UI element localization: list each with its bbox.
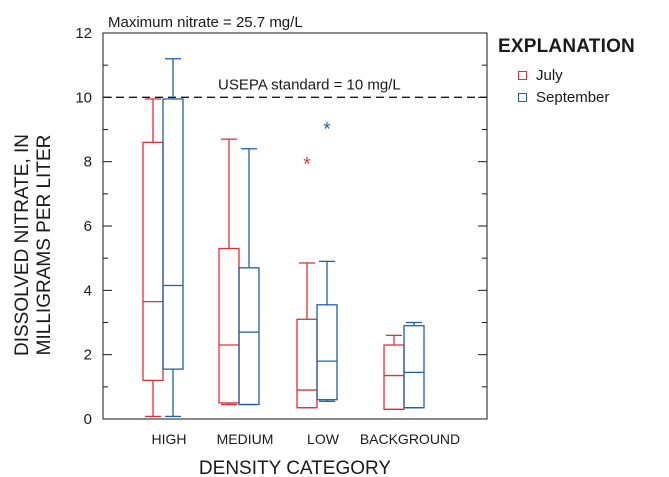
- box-july-medium: [218, 138, 240, 406]
- box-september-high: [162, 58, 184, 418]
- x-axis-title: DENSITY CATEGORY: [199, 458, 391, 477]
- box-july-low: [296, 262, 318, 409]
- y-tick-label: 10: [75, 89, 92, 106]
- box-iqr: [142, 141, 164, 382]
- y-tick-label: 2: [84, 347, 92, 364]
- box-iqr: [162, 98, 184, 370]
- y-tick-label: 4: [84, 282, 92, 299]
- box-iqr: [403, 325, 425, 409]
- box-iqr: [218, 247, 240, 404]
- y-axis-ticks: 0 2 4 6 8 10 12: [75, 25, 487, 428]
- x-axis-tick-labels: HIGH MEDIUM LOW BACKGROUND: [152, 431, 461, 447]
- box-iqr: [296, 318, 318, 409]
- top-note: Maximum nitrate = 25.7 mg/L: [108, 14, 303, 31]
- reference-line-label: USEPA standard = 10 mg/L: [218, 76, 401, 93]
- reference-line-group: USEPA standard = 10 mg/L: [103, 76, 487, 98]
- box-iqr: [238, 267, 260, 406]
- box-september-background: [403, 321, 425, 409]
- box-group: **: [142, 58, 425, 418]
- x-tick-label: HIGH: [152, 431, 187, 447]
- legend-swatch: [518, 92, 527, 102]
- legend-item-september: September: [518, 86, 635, 108]
- box-iqr: [383, 344, 405, 410]
- x-tick-label: BACKGROUND: [360, 431, 460, 447]
- y-tick-label: 0: [84, 411, 92, 428]
- y-tick-label: 6: [84, 218, 92, 235]
- legend-title: EXPLANATION: [498, 36, 635, 57]
- box-september-medium: [238, 148, 260, 406]
- legend-item-july: July: [518, 64, 635, 86]
- box-iqr: [316, 304, 338, 401]
- outlier-marker: *: [303, 155, 311, 176]
- legend: EXPLANATION July September: [498, 36, 635, 108]
- box-july-background: [383, 334, 405, 411]
- legend-label: September: [536, 88, 610, 106]
- legend-swatch: [518, 70, 527, 80]
- y-axis-title-line2: MILLIGRAMS PER LITER: [34, 135, 55, 356]
- y-axis-title-line1: DISSOLVED NITRATE, IN: [12, 134, 33, 356]
- y-tick-label: 12: [75, 25, 92, 42]
- x-tick-label: LOW: [307, 431, 340, 447]
- x-tick-label: MEDIUM: [217, 431, 274, 447]
- legend-label: July: [536, 66, 563, 84]
- box-july-high: [142, 98, 164, 418]
- outlier-marker: *: [323, 119, 331, 140]
- y-tick-label: 8: [84, 154, 92, 171]
- box-september-low: [316, 260, 338, 402]
